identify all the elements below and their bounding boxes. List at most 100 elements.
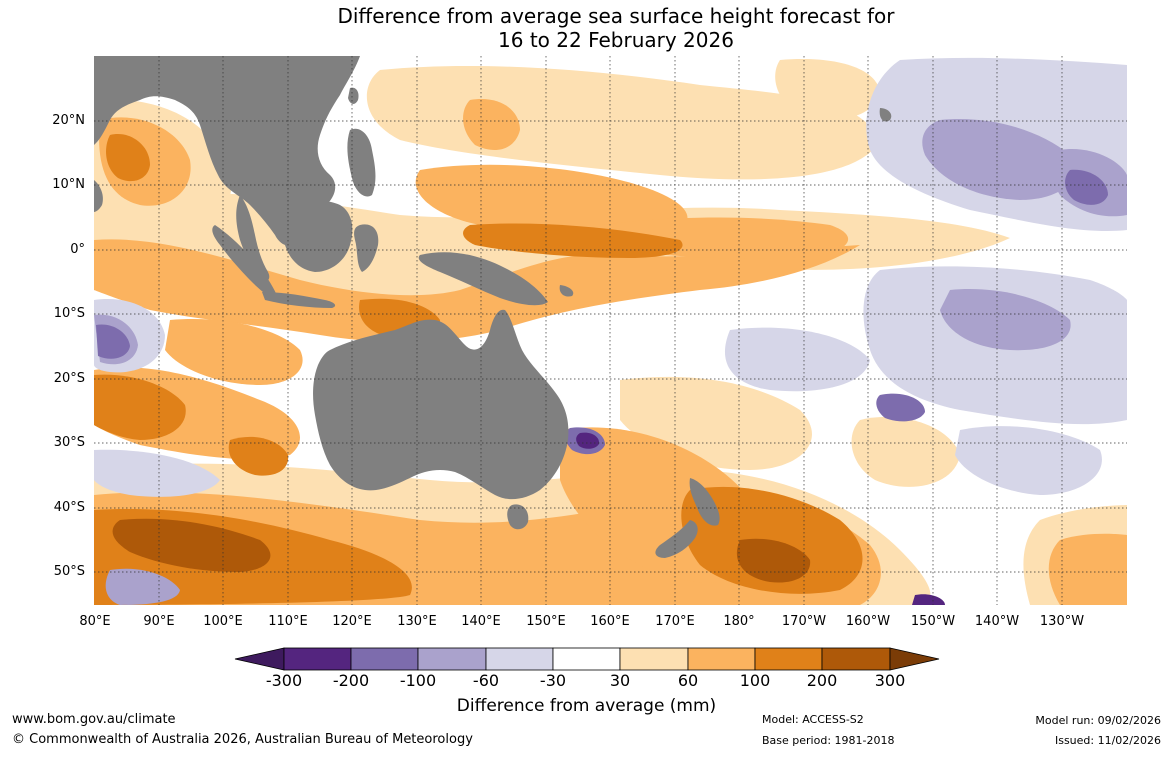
footer-base-period: Base period: 1981-2018 — [762, 734, 895, 747]
anomaly-band-nz-peak — [736, 538, 811, 583]
land-sulawesi — [354, 224, 379, 272]
legend-swatch-5 — [552, 647, 621, 671]
legend-swatch-2 — [350, 647, 419, 671]
land-hawaii — [879, 108, 892, 122]
anomaly-band-np-core — [922, 119, 1075, 200]
legend-swatch-9 — [821, 647, 891, 671]
legend-tick-300: 300 — [874, 671, 906, 690]
lat-label-40s: 40°S — [53, 500, 85, 515]
lon-label-140w: 140°W — [974, 614, 1020, 629]
anomaly-band-equatorial-core — [463, 223, 683, 258]
lon-label-170w: 170°W — [781, 614, 827, 629]
lon-label-150w: 150°W — [910, 614, 956, 629]
anomaly-band-tasman-neg-peak — [576, 432, 600, 449]
anomaly-band-east-pacific-30s — [955, 426, 1102, 495]
lat-label-30s: 30°S — [53, 435, 85, 450]
lon-label-170e: 170°E — [655, 614, 695, 629]
anomaly-band-indian-peak — [96, 324, 130, 359]
land-asia — [94, 56, 360, 246]
anomaly-band-north-pacific — [366, 65, 880, 180]
legend-tick-minus-300: -300 — [265, 671, 303, 690]
land-india-tip — [94, 180, 103, 212]
anomaly-band-central-pacific-south — [724, 327, 870, 392]
anomaly-band-indian-mid — [165, 319, 303, 385]
legend-tick-200: 200 — [806, 671, 838, 690]
land-borneo — [283, 200, 353, 272]
legend-title: Difference from average (mm) — [456, 696, 717, 716]
lon-label-180: 180° — [723, 614, 755, 629]
footer-model-run: Model run: 09/02/2026 — [1035, 714, 1161, 727]
anomaly-band-south-indian — [94, 449, 220, 497]
lon-label-150e: 150°E — [526, 614, 566, 629]
lat-label-10n: 10°N — [52, 177, 85, 192]
land-new-zealand-north — [689, 478, 720, 526]
lon-label-80e: 80°E — [79, 614, 111, 629]
anomaly-band-east-indian — [105, 568, 180, 605]
legend-tick-60: 60 — [677, 671, 699, 690]
legend-tick-minus-60: -60 — [472, 671, 500, 690]
anomaly-band-philippine — [463, 99, 520, 150]
lon-label-140e: 140°E — [461, 614, 501, 629]
lon-label-100e: 100°E — [203, 614, 243, 629]
legend-swatch-1 — [283, 647, 352, 671]
legend-tick-minus-200: -200 — [332, 671, 370, 690]
anomaly-band-indonesia — [94, 239, 860, 342]
footer-website[interactable]: www.bom.gov.au/climate — [12, 712, 176, 727]
anomaly-band-north-atlantic — [775, 59, 880, 120]
lat-label-0: 0° — [70, 242, 85, 257]
land-philippines — [347, 128, 376, 197]
legend-tick-30: 30 — [609, 671, 631, 690]
anomaly-band-west-20s — [94, 374, 186, 440]
map-area — [94, 56, 1127, 605]
map-title-line-2: 16 to 22 February 2026 — [498, 28, 734, 52]
legend-swatch-8 — [754, 647, 823, 671]
map-title-line-1: Difference from average sea surface heig… — [337, 4, 895, 28]
lat-label-10s: 10°S — [53, 306, 85, 321]
lon-label-160e: 160°E — [590, 614, 630, 629]
land-tasmania — [507, 504, 529, 530]
legend-swatch-7 — [687, 647, 756, 671]
lat-label-20s: 20°S — [53, 371, 85, 386]
lat-label-20n: 20°N — [52, 113, 85, 128]
gridlines — [94, 56, 1127, 605]
anomaly-band-south-peak — [912, 594, 945, 605]
legend-colorbar — [234, 647, 940, 671]
footer-model: Model: ACCESS-S2 — [762, 713, 864, 726]
legend-swatch-4 — [485, 647, 554, 671]
land-new-guinea — [418, 252, 548, 306]
lon-label-160w: 160°W — [845, 614, 891, 629]
legend-arrow-right — [889, 647, 940, 671]
legend-swatch-6 — [619, 647, 689, 671]
legend-tick-100: 100 — [739, 671, 771, 690]
land-malay-peninsula — [236, 195, 270, 281]
land-australia — [313, 309, 569, 500]
anomaly-band-east-pacific-south — [1048, 533, 1127, 605]
land-masses — [94, 56, 892, 558]
anomaly-band-bengal-core — [106, 134, 150, 182]
anomaly-band-np-peak — [1065, 169, 1108, 205]
lat-label-50s: 50°S — [53, 564, 85, 579]
legend-tick-minus-100: -100 — [399, 671, 437, 690]
footer-issued: Issued: 11/02/2026 — [1054, 734, 1161, 747]
legend-swatch-3 — [417, 647, 487, 671]
anomaly-field — [94, 57, 1127, 605]
legend-arrow-left — [234, 647, 285, 671]
anomaly-band-sp-core — [940, 289, 1071, 351]
anomaly-band-indian-east — [228, 436, 289, 476]
land-sumatra — [212, 225, 278, 299]
lon-label-110e: 110°E — [268, 614, 308, 629]
land-new-zealand-south — [655, 520, 698, 558]
lon-label-130e: 130°E — [397, 614, 437, 629]
footer-copyright: © Commonwealth of Australia 2026, Austra… — [12, 732, 473, 747]
land-java — [262, 292, 336, 308]
lon-label-120e: 120°E — [332, 614, 372, 629]
land-solomon — [559, 285, 574, 297]
anomaly-band-sp-peak — [876, 393, 925, 422]
anomaly-band-southern-peak — [112, 518, 271, 572]
legend-tick-minus-30: -30 — [539, 671, 567, 690]
lon-label-90e: 90°E — [143, 614, 175, 629]
lon-label-130w: 130°W — [1039, 614, 1085, 629]
land-taiwan — [348, 87, 359, 104]
